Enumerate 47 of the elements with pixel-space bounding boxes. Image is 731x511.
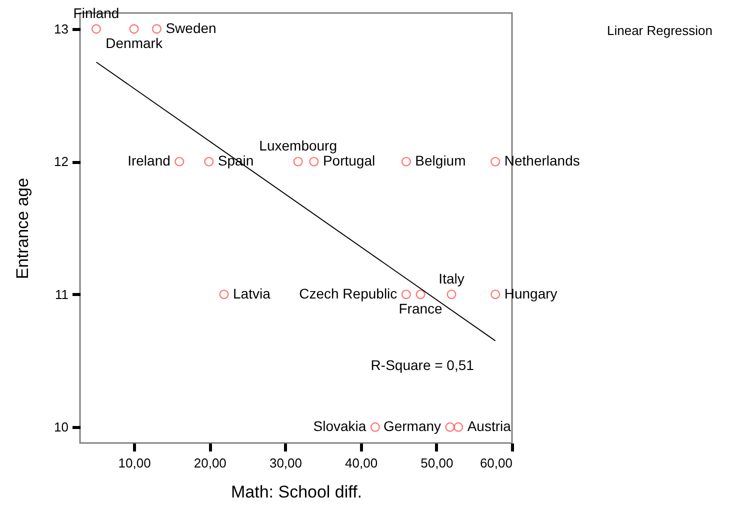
- x-tick-label: 10,00: [118, 456, 151, 470]
- x-tick-label: 40,00: [345, 456, 378, 470]
- x-tick-label: 50,00: [420, 456, 454, 470]
- point: [204, 156, 214, 166]
- x-axis-title: Math: School diff.: [230, 482, 362, 502]
- data-label: Italy: [438, 270, 464, 286]
- point: [416, 290, 426, 300]
- y-tick-label: 12: [54, 154, 68, 170]
- y-tick-label: 11: [55, 286, 68, 302]
- data-label: Czech Republic: [299, 285, 398, 302]
- data-label: Portugal: [322, 152, 376, 169]
- data-label: Sweden: [166, 20, 216, 36]
- point: [152, 24, 162, 34]
- point: [401, 290, 411, 300]
- point: [219, 290, 229, 300]
- data-label: Netherlands: [504, 152, 580, 169]
- point: [91, 24, 102, 34]
- x-tick-label: 30,00: [269, 456, 302, 470]
- y-tick-label: 10: [54, 420, 68, 435]
- data-label: Germany: [383, 418, 442, 434]
- data-label: Slovakia: [313, 418, 366, 434]
- data-label: Finland: [73, 4, 120, 21]
- data-label: Latvia: [233, 285, 271, 302]
- data-label: Hungary: [504, 285, 558, 302]
- x-tick-label: 60,00: [480, 456, 512, 470]
- data-label: Luxembourg: [259, 138, 337, 154]
- data-label: France: [398, 300, 443, 316]
- y-tick-label: 13: [54, 21, 68, 36]
- point: [293, 156, 303, 166]
- point: [454, 422, 464, 432]
- text: Linear Regression: [607, 23, 713, 38]
- data-label: Ireland: [128, 152, 170, 169]
- point: [401, 156, 411, 166]
- data-label: Austria: [467, 418, 512, 434]
- data-label: Denmark: [106, 34, 164, 51]
- point: [129, 24, 139, 34]
- point: [445, 422, 455, 432]
- point: [309, 156, 319, 166]
- point: [370, 422, 380, 432]
- point: [490, 156, 500, 166]
- point: [490, 290, 500, 300]
- x-tick-label: 20,00: [194, 456, 226, 470]
- data-label: Belgium: [415, 152, 466, 169]
- annotation: R-Square = 0,51: [370, 356, 474, 373]
- point: [174, 156, 184, 166]
- y-axis-title: Entrance age: [13, 178, 32, 280]
- point: [446, 290, 456, 300]
